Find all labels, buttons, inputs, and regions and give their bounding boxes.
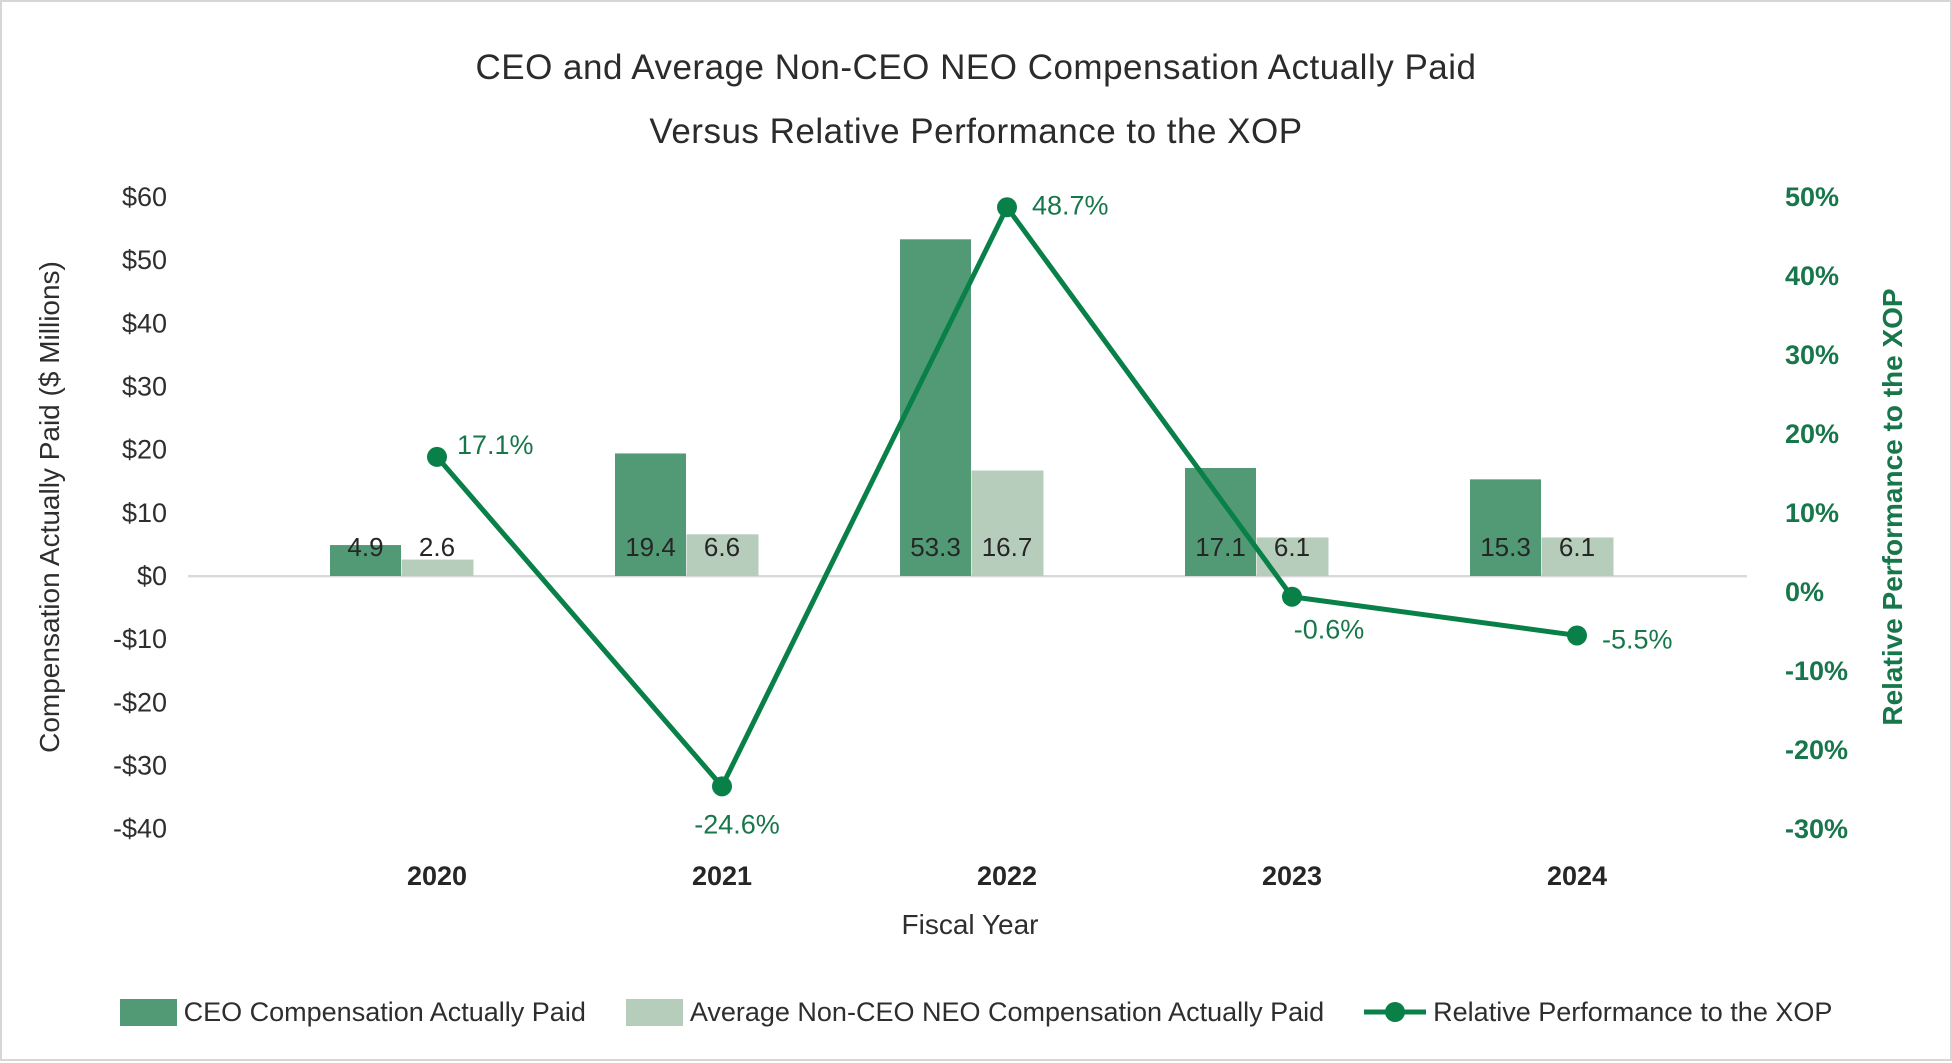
x-axis-tick: 2024	[1547, 861, 1607, 891]
bar-value-label: 19.4	[625, 532, 676, 562]
chart-legend: CEO Compensation Actually Paid Average No…	[2, 988, 1950, 1036]
neo-bar	[1541, 537, 1614, 576]
ceo-bar	[900, 239, 971, 576]
line-marker	[997, 197, 1017, 218]
left-axis-tick: $40	[122, 308, 167, 338]
line-marker	[1567, 625, 1587, 646]
legend-bar-swatch-icon	[625, 998, 683, 1026]
neo-bar	[971, 470, 1044, 576]
left-axis-tick: -$20	[113, 687, 167, 717]
left-axis-title: Compensation Actually Paid ($ Millions)	[34, 261, 65, 753]
legend-item: Relative Performance to the XOP	[1364, 997, 1832, 1028]
legend-bar-swatch-icon	[119, 998, 177, 1026]
x-axis-tick: 2020	[407, 861, 467, 891]
bar-value-label: 17.1	[1195, 532, 1246, 562]
line-value-label: 17.1%	[457, 430, 534, 460]
x-axis-tick: 2023	[1262, 861, 1322, 891]
ceo-bar	[1185, 467, 1256, 576]
legend-label: Relative Performance to the XOP	[1433, 996, 1833, 1027]
legend-label: CEO Compensation Actually Paid	[183, 996, 586, 1027]
bar-value-label: 6.6	[704, 532, 740, 562]
bar-value-label: 15.3	[1480, 532, 1531, 562]
right-axis-tick: -10%	[1785, 656, 1848, 686]
neo-bar	[1256, 537, 1329, 576]
x-axis-title: Fiscal Year	[902, 909, 1039, 940]
bar-value-label: 2.6	[419, 532, 455, 562]
line-marker	[427, 446, 447, 467]
ceo-bar	[1470, 479, 1541, 576]
left-axis-tick: $30	[122, 371, 167, 401]
right-axis-tick: 30%	[1785, 340, 1839, 370]
ceo-bar	[615, 453, 686, 576]
left-axis-tick: $50	[122, 245, 167, 275]
zero-gridline	[188, 575, 1747, 578]
line-marker	[1282, 586, 1302, 607]
line-value-label: -0.6%	[1294, 615, 1365, 645]
right-axis-tick: 50%	[1785, 182, 1839, 212]
left-axis-tick: $20	[122, 435, 167, 465]
chart-title-line2: Versus Relative Performance to the XOP	[649, 112, 1303, 151]
legend-label: Average Non-CEO NEO Compensation Actuall…	[689, 996, 1325, 1027]
bar-value-label: 4.9	[347, 532, 383, 562]
legend-line-marker-icon	[1364, 1000, 1427, 1024]
left-axis-tick: -$10	[113, 624, 167, 654]
neo-bar	[401, 559, 474, 576]
legend-item: CEO Compensation Actually Paid	[119, 996, 586, 1028]
bar-value-label: 16.7	[982, 532, 1033, 562]
left-axis-tick: $0	[137, 561, 167, 591]
left-axis-tick: $10	[122, 498, 167, 528]
chart-title-line1: CEO and Average Non-CEO NEO Compensation…	[475, 48, 1477, 87]
left-axis-tick: -$30	[113, 751, 167, 781]
neo-bar	[686, 534, 759, 576]
line-value-label: -5.5%	[1602, 624, 1673, 654]
ceo-bar	[330, 545, 401, 576]
line-value-label: -24.6%	[694, 809, 780, 839]
line-value-label: 48.7%	[1032, 190, 1109, 220]
line-marker	[712, 776, 732, 797]
x-axis-tick: 2021	[692, 861, 752, 891]
x-axis-tick: 2022	[977, 861, 1037, 891]
right-axis-title: Relative Performance to the XOP	[1877, 288, 1908, 725]
chart-title: CEO and Average Non-CEO NEO Compensation…	[2, 36, 1950, 164]
legend-item: Average Non-CEO NEO Compensation Actuall…	[625, 996, 1325, 1028]
right-axis-tick: -20%	[1785, 735, 1848, 765]
bar-value-label: 6.1	[1559, 532, 1595, 562]
bar-value-label: 6.1	[1274, 532, 1310, 562]
right-axis-tick: 10%	[1785, 498, 1839, 528]
right-axis-tick: 20%	[1785, 419, 1839, 449]
right-axis-tick: -30%	[1785, 814, 1848, 844]
left-axis-tick: $60	[122, 182, 167, 212]
right-axis-tick: 40%	[1785, 261, 1839, 291]
bar-value-label: 53.3	[910, 532, 961, 562]
left-axis-tick: -$40	[113, 814, 167, 844]
right-axis-tick: 0%	[1785, 577, 1824, 607]
